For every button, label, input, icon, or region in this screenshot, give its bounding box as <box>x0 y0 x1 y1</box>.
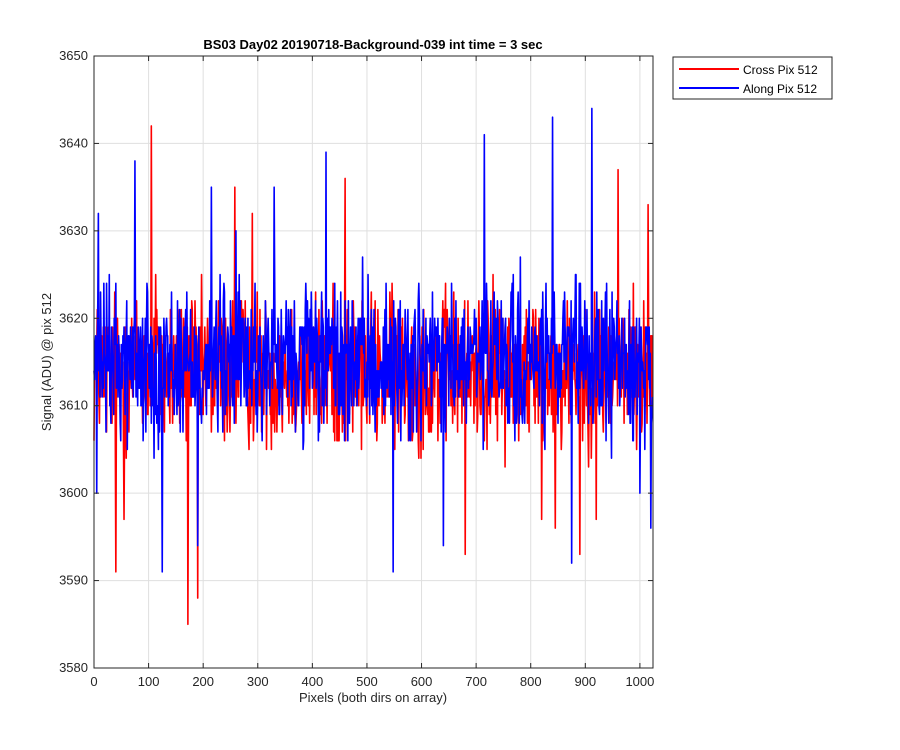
y-tick-label: 3620 <box>59 310 88 325</box>
x-tick-label: 0 <box>90 674 97 689</box>
tick-labels: 0 100 200 300 400 500 600 700 800 900 1000 3580 3590… <box>59 48 654 689</box>
y-tick-label: 3630 <box>59 223 88 238</box>
x-tick-label: 600 <box>411 674 433 689</box>
y-tick-label: 3580 <box>59 660 88 675</box>
x-tick-label: 500 <box>356 674 378 689</box>
series-layer <box>93 107 654 626</box>
y-tick-label: 3600 <box>59 485 88 500</box>
chart-title: BS03 Day02 20190718-Background-039 int t… <box>203 37 542 52</box>
y-axis-title: Signal (ADU) @ pix 512 <box>39 293 54 431</box>
x-tick-label: 200 <box>192 674 214 689</box>
series-line-along-pix-512 <box>93 107 654 573</box>
x-axis-title: Pixels (both dirs on array) <box>299 690 447 705</box>
x-tick-label: 100 <box>138 674 160 689</box>
y-tick-label: 3610 <box>59 398 88 413</box>
x-tick-label: 700 <box>465 674 487 689</box>
y-tick-label: 3640 <box>59 135 88 150</box>
legend-label-cross: Cross Pix 512 <box>743 63 818 77</box>
x-tick-label: 900 <box>574 674 596 689</box>
legend-box <box>672 56 833 100</box>
ticks <box>93 55 653 669</box>
legend: Cross Pix 512 Along Pix 512 <box>672 56 833 100</box>
x-tick-label: 400 <box>302 674 324 689</box>
legend-label-along: Along Pix 512 <box>743 82 817 96</box>
x-tick-label: 800 <box>520 674 542 689</box>
plot-frame <box>93 55 654 669</box>
y-tick-label: 3650 <box>59 48 88 63</box>
y-tick-label: 3590 <box>59 573 88 588</box>
x-tick-label: 300 <box>247 674 269 689</box>
x-tick-label: 1000 <box>625 674 654 689</box>
